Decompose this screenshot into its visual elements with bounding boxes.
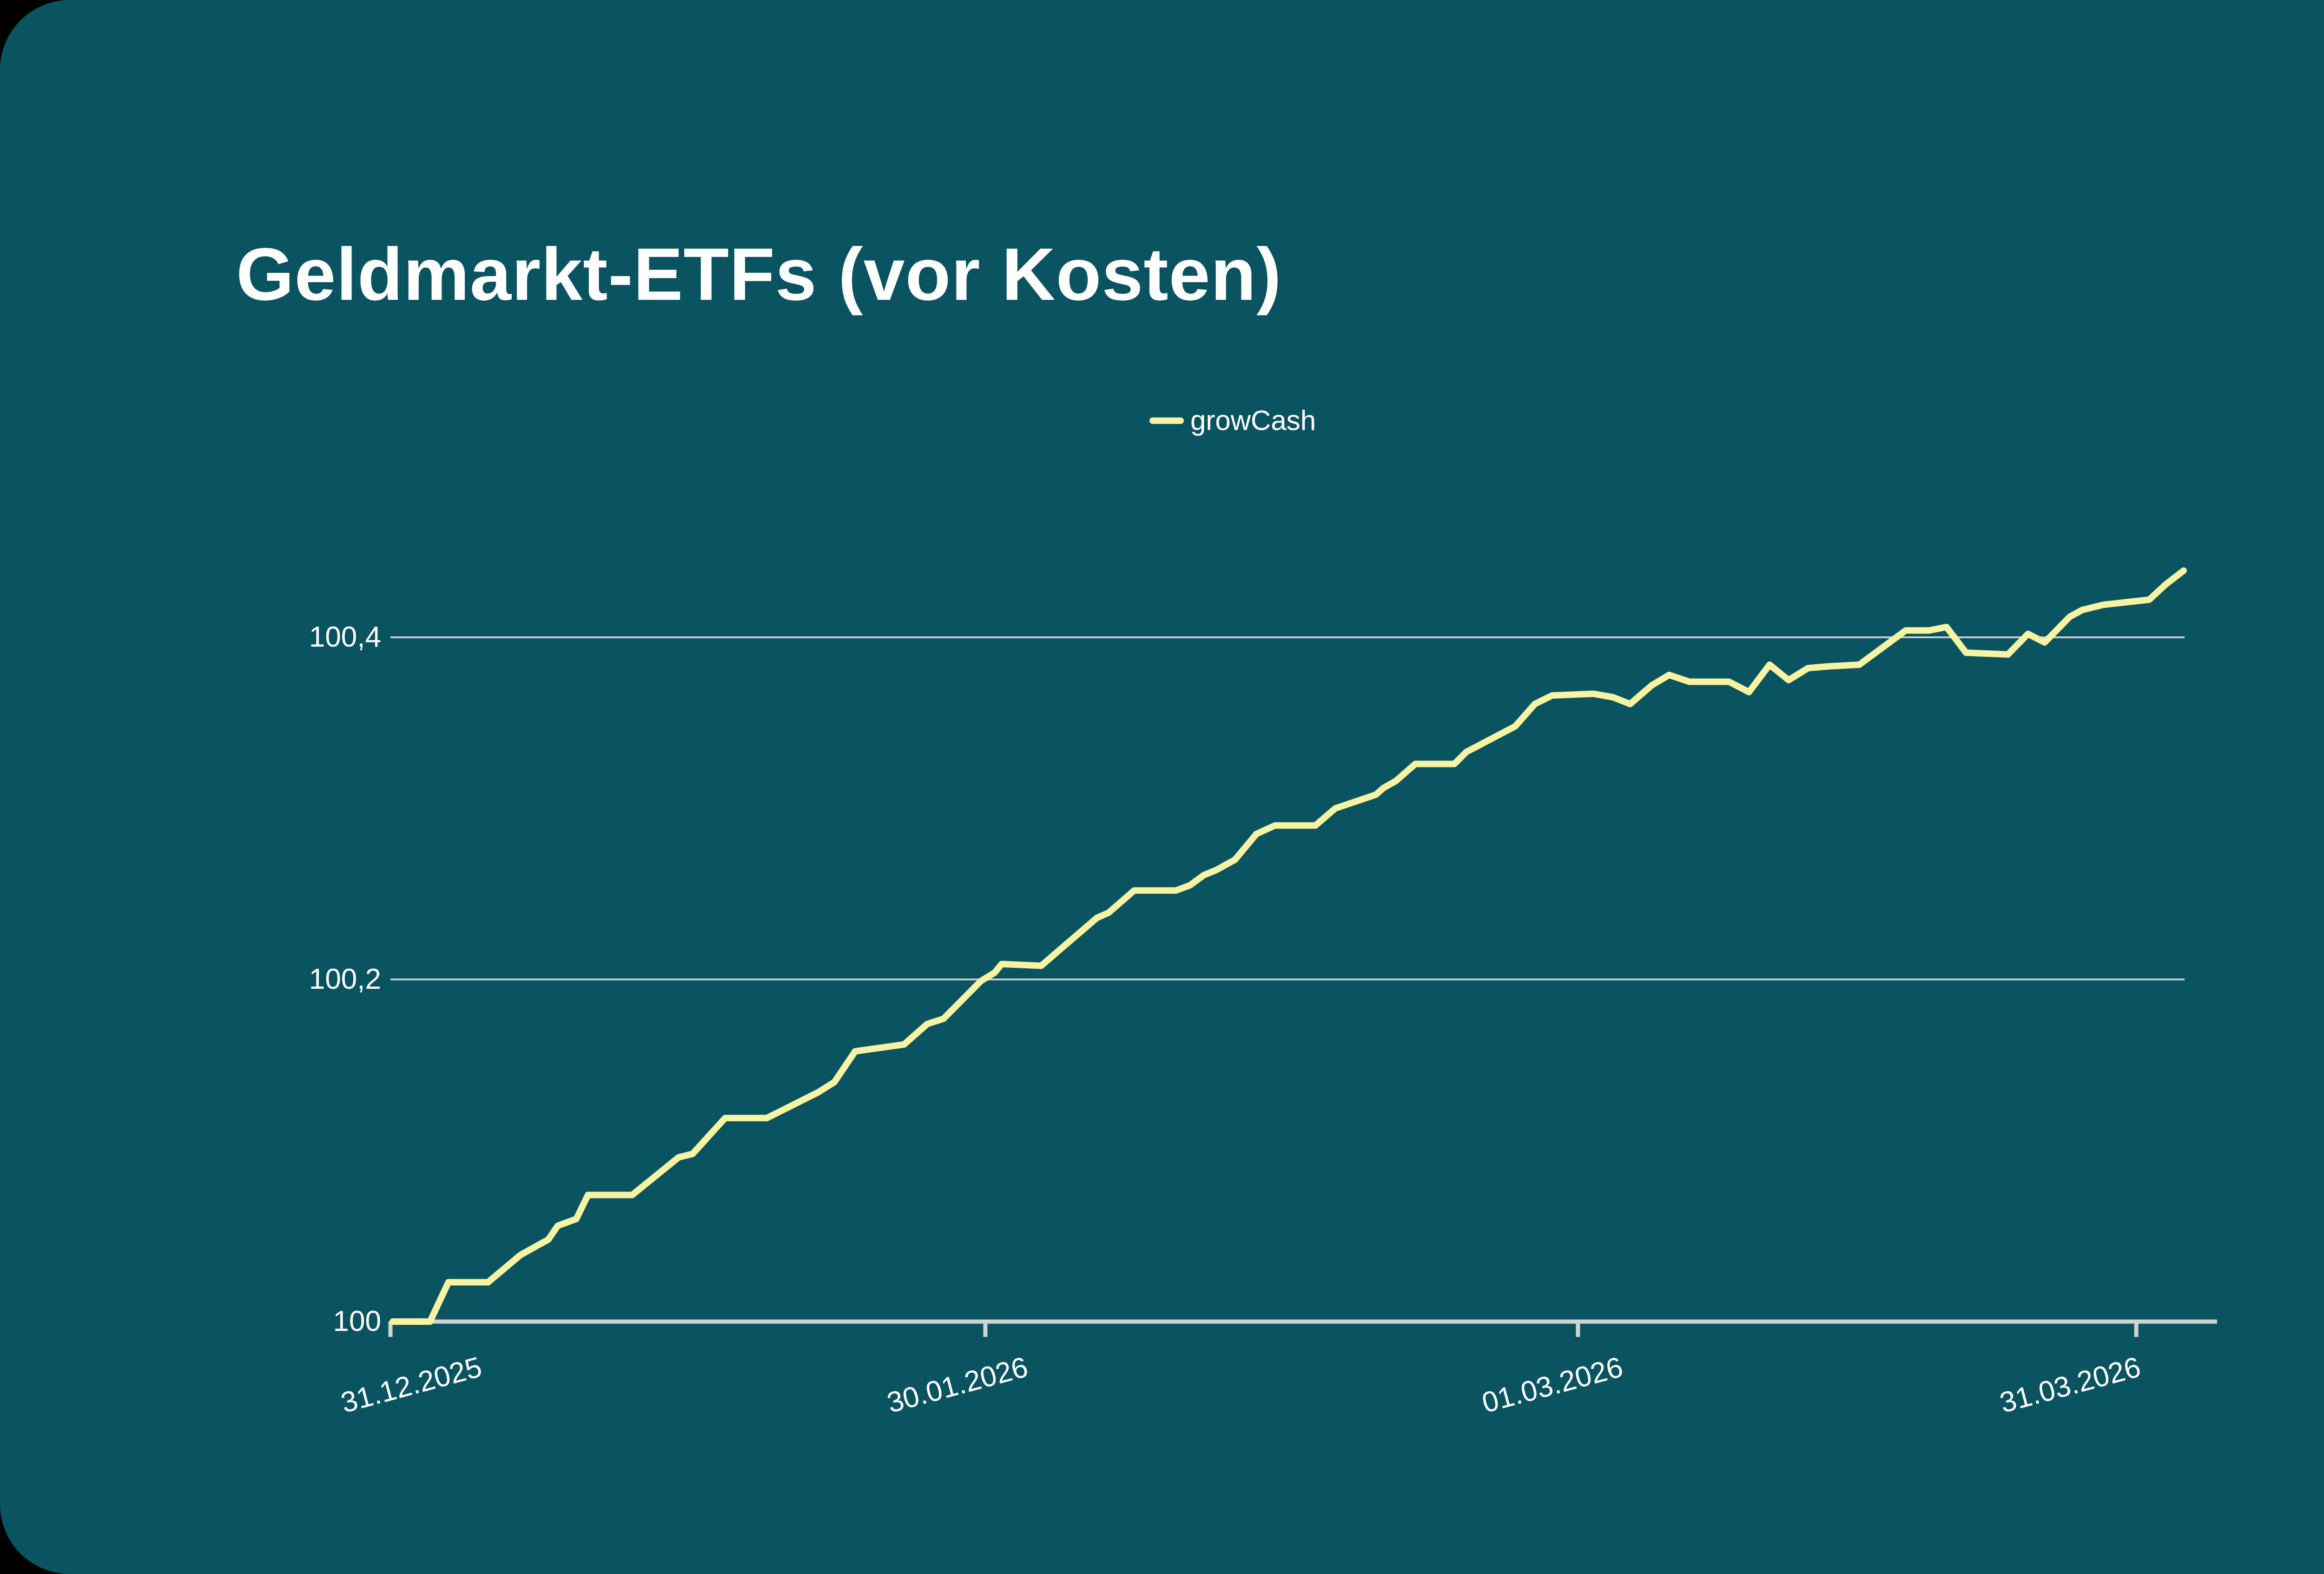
y-axis-label: 100,2: [309, 963, 381, 995]
page-title: Geldmarkt-ETFs (vor Kosten): [236, 232, 1282, 316]
y-axis-label: 100: [333, 1305, 381, 1337]
legend-line-icon: [1149, 417, 1184, 424]
legend: growCash: [1149, 407, 1316, 435]
series-line-growcash[interactable]: [390, 567, 2187, 1325]
legend-label: growCash: [1190, 405, 1316, 436]
legend-item-growcash[interactable]: growCash: [1149, 407, 1316, 435]
y-axis-label: 100,4: [309, 621, 381, 653]
